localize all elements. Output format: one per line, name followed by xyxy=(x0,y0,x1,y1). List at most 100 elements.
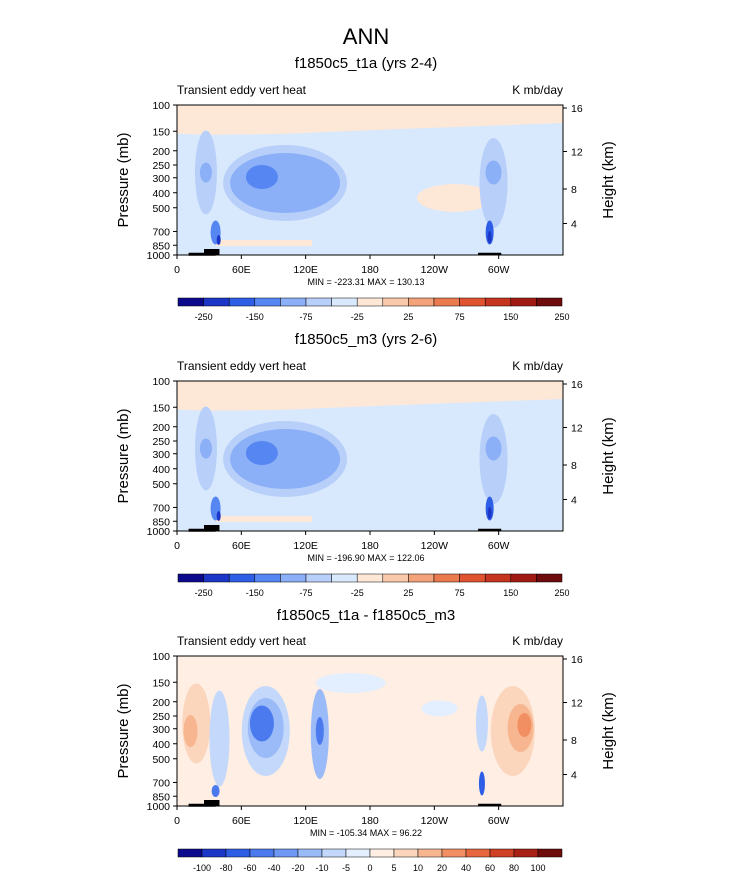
colorbar-swatch xyxy=(408,573,435,583)
negative-cell-outer xyxy=(421,700,458,717)
y-tick-label: 200 xyxy=(152,422,170,434)
x-tick-label: 120W xyxy=(421,540,449,552)
y2-axis-title: Height (km) xyxy=(600,417,617,495)
y-tick-label: 100 xyxy=(152,376,170,388)
colorbar-label: -40 xyxy=(267,863,280,873)
colorbar-label: 25 xyxy=(403,588,413,598)
y-tick-label: 300 xyxy=(152,173,170,185)
colorbar-label: -150 xyxy=(246,588,264,598)
topography-block xyxy=(204,800,220,806)
colorbar-label: 0 xyxy=(367,863,372,873)
colorbar: -100 -80 -60 -40 -20 -10 -5 0 5 10 20 40 60 80 100 xyxy=(177,848,563,873)
colorbar-swatch xyxy=(280,297,307,307)
colorbar-label: -20 xyxy=(291,863,304,873)
colorbar-swatch xyxy=(345,848,371,858)
surface-negative-core xyxy=(478,771,485,796)
x-tick-label: 60E xyxy=(232,264,251,276)
colorbar-swatch xyxy=(177,297,204,307)
panel-left-label: Transient eddy vert heat xyxy=(177,83,307,97)
y-tick-label: 500 xyxy=(152,203,170,215)
colorbar-label: -75 xyxy=(299,588,312,598)
negative-cell-outer xyxy=(209,690,230,787)
y-tick-label: 400 xyxy=(152,188,170,200)
colorbar-label: 20 xyxy=(437,863,447,873)
colorbar-swatch xyxy=(356,297,384,307)
y2-tick-label: 16 xyxy=(571,654,583,666)
min-max-label: MIN = -223.31 MAX = 130.13 xyxy=(307,277,424,287)
colorbar-swatch xyxy=(321,848,347,858)
negative-cell-mid xyxy=(199,162,212,183)
colorbar-swatch xyxy=(203,297,230,307)
colorbar-swatch xyxy=(408,297,435,307)
x-tick-label: 180 xyxy=(361,815,379,827)
y-tick-label: 850 xyxy=(152,516,170,528)
negative-cell-outer xyxy=(315,673,386,693)
x-tick-label: 60E xyxy=(232,540,251,552)
upper-positive-band xyxy=(177,381,563,411)
colorbar-swatch xyxy=(459,573,486,583)
y-tick-label: 300 xyxy=(152,724,170,736)
x-tick-label: 120E xyxy=(293,815,318,827)
y2-tick-label: 4 xyxy=(571,219,577,231)
lower-positive-strip xyxy=(215,240,313,246)
panel-2: f1850c5_m3 (yrs 2-6) Transient eddy vert … xyxy=(115,331,617,598)
y-tick-label: 400 xyxy=(152,739,170,751)
colorbar-label: 10 xyxy=(413,863,423,873)
negative-cell-mid xyxy=(230,153,341,213)
y2-axis-title: Height (km) xyxy=(600,692,617,770)
negative-cell-outer xyxy=(475,695,488,752)
y2-tick-label: 16 xyxy=(571,103,583,115)
y-tick-label: 250 xyxy=(152,711,170,723)
surface-negative-core xyxy=(216,511,221,521)
x-tick-label: 60W xyxy=(488,264,510,276)
topography-block xyxy=(188,803,216,807)
min-max-label: MIN = -105.34 MAX = 96.22 xyxy=(310,828,422,838)
x-tick-label: 120W xyxy=(421,815,449,827)
panel-title: f1850c5_t1a (yrs 2-4) xyxy=(295,55,438,72)
y2-tick-label: 12 xyxy=(571,698,583,710)
y-tick-label: 400 xyxy=(152,464,170,476)
y2-tick-label: 8 xyxy=(571,735,577,747)
y-tick-label: 500 xyxy=(152,479,170,491)
y-tick-label: 150 xyxy=(152,677,170,689)
colorbar-label: -25 xyxy=(351,312,364,322)
colorbar-label: -5 xyxy=(342,863,350,873)
y-tick-label: 200 xyxy=(152,146,170,158)
y-tick-label: 700 xyxy=(152,226,170,238)
y-tick-label: 850 xyxy=(152,791,170,803)
negative-cell-mid xyxy=(199,438,212,459)
colorbar-label: 250 xyxy=(554,312,569,322)
topography-block xyxy=(188,528,216,532)
colorbar-swatch xyxy=(273,848,299,858)
colorbar-swatch xyxy=(369,848,395,858)
colorbar-swatch xyxy=(331,297,358,307)
colorbar-label: -60 xyxy=(243,863,256,873)
positive-cell-mid xyxy=(183,715,198,747)
colorbar-label: -25 xyxy=(351,588,364,598)
colorbar-swatch xyxy=(489,848,515,858)
colorbar-swatch xyxy=(254,573,281,583)
topography-block xyxy=(204,525,220,531)
y-tick-label: 250 xyxy=(152,436,170,448)
x-tick-label: 60W xyxy=(488,815,510,827)
x-tick-label: 60W xyxy=(488,540,510,552)
upper-positive-band xyxy=(177,105,563,135)
panel-left-label: Transient eddy vert heat xyxy=(177,359,307,373)
colorbar-label: -80 xyxy=(219,863,232,873)
colorbar-label: -250 xyxy=(195,588,213,598)
colorbar-swatch xyxy=(280,573,307,583)
y-tick-label: 250 xyxy=(152,160,170,172)
colorbar-swatch xyxy=(465,848,491,858)
x-tick-label: 180 xyxy=(361,264,379,276)
colorbar-swatch xyxy=(536,297,563,307)
panel-left-label: Transient eddy vert heat xyxy=(177,634,307,648)
colorbar-swatch xyxy=(254,297,281,307)
contour-field xyxy=(177,381,563,532)
topography-block xyxy=(478,252,502,255)
y-tick-label: 150 xyxy=(152,402,170,414)
colorbar-label: 80 xyxy=(509,863,519,873)
colorbar-swatch xyxy=(513,848,539,858)
y2-tick-label: 4 xyxy=(571,770,577,782)
panels: f1850c5_t1a (yrs 2-4) Transient eddy vert… xyxy=(115,55,617,873)
colorbar-swatch xyxy=(536,573,563,583)
